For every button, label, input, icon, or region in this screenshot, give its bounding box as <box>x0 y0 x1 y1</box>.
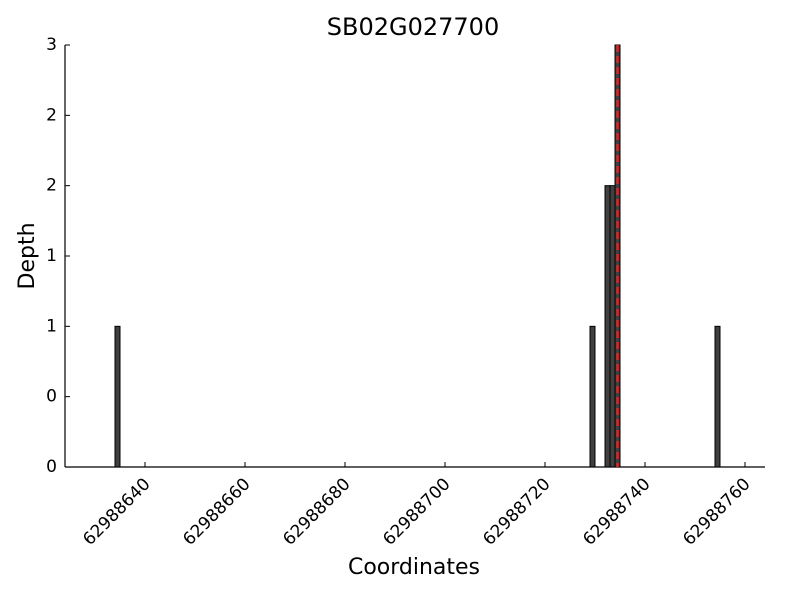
x-tick-label: 62988760 <box>679 474 754 549</box>
bar <box>114 325 121 468</box>
x-tick-label: 62988720 <box>479 474 554 549</box>
y-tick-label: 1 <box>46 316 57 336</box>
x-tick-label: 62988680 <box>279 474 354 549</box>
bar <box>604 185 611 468</box>
y-tick-label: 3 <box>46 35 57 55</box>
bar <box>589 325 596 468</box>
y-tick-label: 1 <box>46 246 57 266</box>
x-tick-label: 62988640 <box>79 474 154 549</box>
y-tick-label: 2 <box>46 105 57 125</box>
chart-title: SB02G027700 <box>327 13 499 41</box>
y-axis-label: Depth <box>15 222 40 289</box>
x-tick-label: 62988660 <box>179 474 254 549</box>
y-tick-label: 2 <box>46 176 57 196</box>
bar <box>609 185 616 468</box>
x-tick-label: 62988700 <box>379 474 454 549</box>
x-axis-label: Coordinates <box>348 555 480 580</box>
y-tick-label: 0 <box>46 387 57 407</box>
x-tick-label: 62988740 <box>579 474 654 549</box>
y-tick-label: 0 <box>46 457 57 477</box>
bar <box>714 325 721 468</box>
